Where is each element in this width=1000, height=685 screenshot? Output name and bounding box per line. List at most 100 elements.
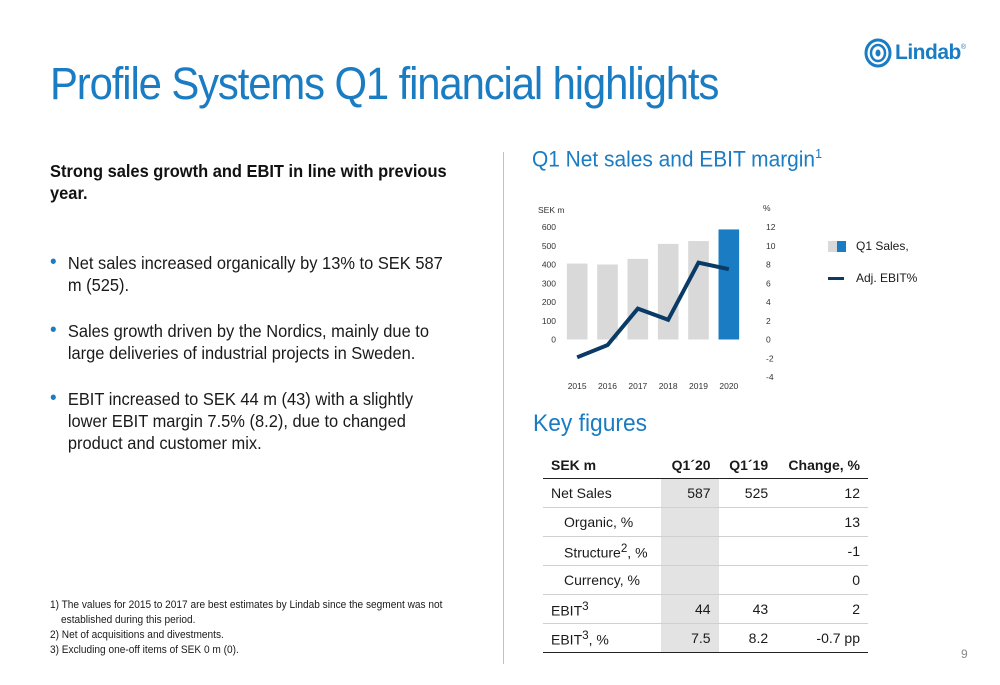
chart-title: Q1 Net sales and EBIT margin1	[532, 146, 822, 172]
key-figures-body: Net Sales 587 525 12 Organic, % 13 Structure2,…	[543, 478, 868, 653]
line-swatch-icon	[828, 276, 844, 280]
bullet-dot-icon: •	[50, 387, 57, 409]
q119-cell: 8.2	[718, 623, 777, 653]
footnote-1-continued: established during this period.	[61, 614, 196, 626]
q119-cell	[718, 565, 777, 595]
x-tick-label: 2018	[659, 381, 678, 391]
y-left-tick-label: 300	[542, 278, 556, 288]
lindab-ring-logo-icon	[864, 38, 892, 68]
page-title: Profile Systems Q1 financial highlights	[50, 58, 719, 109]
table-row: EBIT3 44 43 2	[543, 594, 868, 624]
chart-title-text: Q1 Net sales and EBIT margin	[532, 146, 816, 172]
q120-cell: 7.5	[660, 623, 719, 653]
y-right-axis-label: %	[763, 203, 771, 213]
y-right-tick-label: 10	[766, 241, 776, 251]
legend-label-ebit: Adj. EBIT%	[856, 271, 918, 285]
y-right-tick-label: -2	[766, 353, 774, 363]
row-label: EBIT3, %	[543, 623, 661, 653]
row-label: Structure2, %	[543, 536, 661, 566]
table-row: EBIT3, % 7.5 8.2 -0.7 pp	[543, 623, 868, 653]
row-label-text: EBIT	[551, 602, 583, 619]
table-row: Organic, % 13	[543, 507, 868, 537]
chart-legend: Q1 Sales, Adj. EBIT%	[828, 236, 917, 300]
bullet-item: • Sales growth driven by the Nordics, mai…	[50, 319, 454, 364]
footnote-3: 3) Excluding one-off items of SEK 0 m (0…	[50, 644, 239, 656]
legend-item-ebit: Adj. EBIT%	[828, 268, 917, 288]
x-tick-label: 2016	[598, 381, 617, 391]
row-label-text: Organic, %	[564, 514, 634, 530]
key-figures-table: SEK m Q1´20 Q1´19 Change, % Net Sales 587…	[543, 451, 868, 653]
row-label-text: Currency, %	[564, 572, 640, 588]
y-left-tick-label: 200	[542, 297, 556, 307]
y-right-tick-label: 4	[766, 297, 771, 307]
bullet-item: • Net sales increased organically by 13% …	[50, 251, 454, 296]
sales-bar	[627, 258, 649, 340]
row-label: Currency, %	[543, 565, 661, 595]
chart-title-footnote-ref: 1	[815, 146, 822, 161]
header-cell: SEK m	[543, 451, 661, 479]
row-label-text: Structure	[564, 544, 621, 561]
y-right-tick-label: -4	[766, 372, 774, 382]
header-cell: Q1´19	[718, 451, 777, 479]
q119-cell	[718, 507, 777, 537]
q120-cell: 44	[660, 594, 719, 624]
key-figures-title: Key figures	[533, 410, 648, 437]
y-left-tick-label: 0	[551, 335, 556, 345]
footnote-ref: 3	[582, 628, 589, 642]
q120-cell	[660, 536, 719, 566]
table-row: Currency, % 0	[543, 565, 868, 595]
logo-wordmark: Lindab	[895, 41, 961, 64]
change-cell: 2	[776, 594, 868, 624]
row-label: Organic, %	[543, 507, 661, 537]
row-label: EBIT3	[543, 594, 661, 624]
y-left-tick-label: 100	[542, 316, 556, 326]
table-header-row: SEK m Q1´20 Q1´19 Change, %	[543, 451, 868, 479]
footnote-1: 1) The values for 2015 to 2017 are best …	[50, 599, 443, 611]
change-cell: 12	[776, 478, 868, 508]
bar-swatch-icon	[828, 240, 846, 252]
sales-bar	[597, 264, 618, 340]
sales-ebit-chart: SEK m % 0 100 200 300 400 500 600 12 10 8 6 4 2 0 -2 -4 20…	[538, 203, 776, 391]
q119-cell: 43	[718, 594, 777, 624]
footnote-2: 2) Net of acquisitions and divestments.	[50, 629, 224, 641]
header-cell: Change, %	[776, 451, 868, 479]
change-cell: -0.7 pp	[776, 623, 868, 653]
sales-bar	[688, 241, 709, 340]
y-right-tick-label: 2	[766, 316, 771, 326]
footnote-ref: 2	[620, 541, 628, 555]
bullet-dot-icon: •	[50, 319, 57, 341]
q119-cell: 525	[718, 478, 777, 508]
sales-bar	[566, 263, 588, 340]
lindab-logo: Lindab ®	[864, 36, 966, 70]
y-left-tick-label: 500	[542, 241, 556, 251]
y-right-tick-label: 0	[766, 335, 771, 345]
bullet-text: EBIT increased to SEK 44 m (43) with a s…	[67, 389, 414, 453]
footnote-ref: 3	[582, 599, 589, 613]
change-cell: 13	[776, 507, 868, 537]
y-left-tick-label: 600	[542, 222, 556, 232]
y-right-tick-label: 6	[766, 278, 771, 288]
x-tick-label: 2017	[628, 381, 647, 391]
table-row: Net Sales 587 525 12	[543, 478, 868, 508]
row-label-suffix: , %	[588, 631, 609, 648]
logo-registered-mark: ®	[960, 44, 966, 51]
row-label: Net Sales	[543, 478, 661, 508]
q120-cell	[660, 565, 719, 595]
bullet-list: • Net sales increased organically by 13% …	[50, 251, 480, 478]
bullet-dot-icon: •	[50, 251, 57, 273]
legend-item-sales: Q1 Sales,	[828, 236, 917, 256]
row-label-text: Net Sales	[551, 485, 612, 501]
y-left-tick-label: 400	[542, 260, 556, 270]
table-row: Structure2, % -1	[543, 536, 868, 566]
q120-cell: 587	[660, 478, 719, 508]
page-number: 9	[961, 647, 968, 661]
x-tick-label: 2015	[568, 381, 587, 391]
bullet-text: Net sales increased organically by 13% t…	[67, 253, 443, 295]
x-tick-label: 2019	[689, 381, 708, 391]
bullet-text: Sales growth driven by the Nordics, main…	[67, 321, 430, 363]
bullet-item: • EBIT increased to SEK 44 m (43) with a …	[50, 387, 454, 454]
q119-cell	[718, 536, 777, 566]
change-cell: 0	[776, 565, 868, 595]
y-right-tick-label: 12	[766, 222, 776, 232]
y-right-tick-label: 8	[766, 260, 771, 270]
